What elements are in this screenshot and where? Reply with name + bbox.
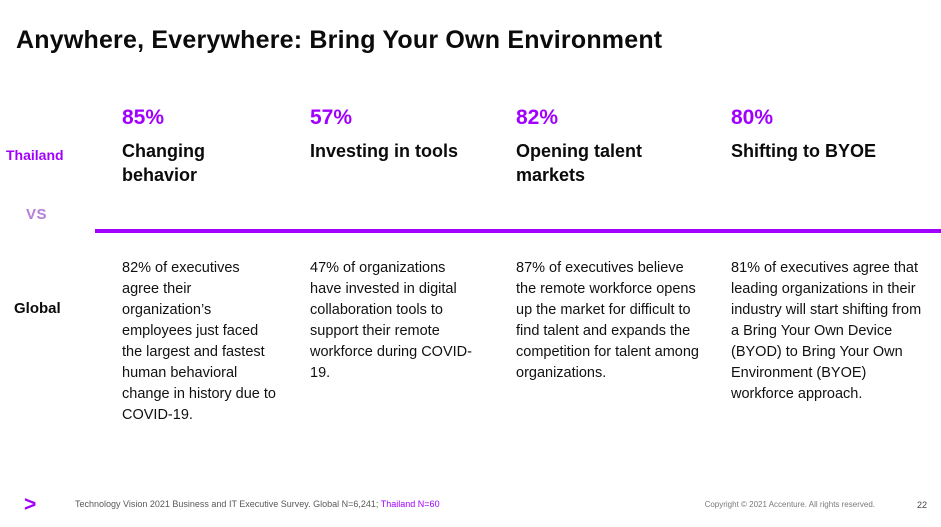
- stat-heading: Opening talent markets: [516, 141, 642, 186]
- slide-title: Anywhere, Everywhere: Bring Your Own Env…: [16, 26, 663, 54]
- row-label-vs: VS: [26, 206, 48, 223]
- body-text: 87% of executives believe the remote wor…: [516, 260, 699, 382]
- body-text: 47% of organizations have invested in di…: [310, 260, 472, 382]
- stat-heading: Investing in tools: [310, 141, 459, 162]
- footer-source-text: Technology Vision 2021 Business and IT E…: [75, 499, 381, 509]
- stat-column-opening-talent-markets: 82% Opening talent markets: [516, 106, 731, 188]
- body-column-opening-talent-markets: 87% of executives believe the remote wor…: [516, 258, 731, 426]
- stat-value: 85%: [122, 106, 165, 129]
- accenture-logo-icon: >: [24, 493, 37, 516]
- stat-value: 80%: [731, 106, 774, 129]
- footer-source-note: Technology Vision 2021 Business and IT E…: [75, 499, 440, 509]
- stat-column-investing-in-tools: 57% Investing in tools: [310, 106, 516, 188]
- body-text: 82% of executives agree their organizati…: [122, 260, 276, 424]
- row-label-thailand: Thailand: [6, 147, 64, 163]
- stats-row: 85% Changing behavior 57% Investing in t…: [122, 106, 941, 188]
- body-text: 81% of executives agree that leading org…: [731, 260, 922, 403]
- footer-copyright: Copyright © 2021 Accenture. All rights r…: [704, 500, 875, 509]
- body-column-shifting-to-byoe: 81% of executives agree that leading org…: [731, 258, 941, 426]
- stat-heading: Shifting to BYOE: [731, 141, 876, 162]
- stat-heading: Changing behavior: [122, 141, 205, 186]
- row-label-global: Global: [14, 300, 61, 317]
- footer-source-thailand: Thailand N=60: [380, 499, 440, 509]
- stat-value: 82%: [516, 106, 559, 129]
- stat-column-shifting-to-byoe: 80% Shifting to BYOE: [731, 106, 941, 188]
- body-column-changing-behavior: 82% of executives agree their organizati…: [122, 258, 310, 426]
- global-body-row: 82% of executives agree their organizati…: [122, 258, 941, 426]
- body-column-investing-in-tools: 47% of organizations have invested in di…: [310, 258, 516, 426]
- stat-column-changing-behavior: 85% Changing behavior: [122, 106, 310, 188]
- page-number: 22: [916, 500, 927, 510]
- stat-value: 57%: [310, 106, 353, 129]
- purple-divider-line: [95, 229, 941, 233]
